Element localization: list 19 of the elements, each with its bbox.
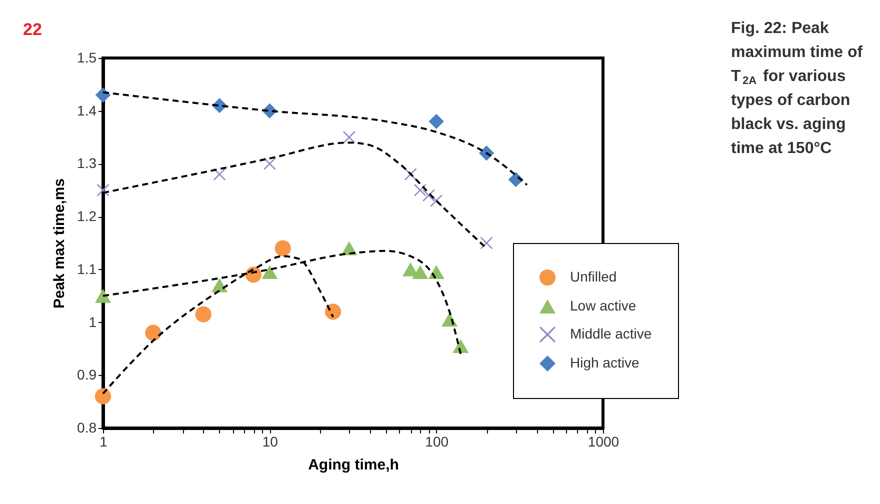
y-tick-label: 1 bbox=[88, 314, 97, 330]
text: 22 bbox=[23, 20, 42, 39]
x-tick-label: 1000 bbox=[588, 434, 620, 450]
legend-label: Middle active bbox=[570, 326, 652, 342]
legend-label: Low active bbox=[570, 298, 636, 314]
x-tick-label: 1 bbox=[100, 434, 108, 450]
x-tick-label: 10 bbox=[262, 434, 278, 450]
y-tick-label: 0.8 bbox=[77, 420, 97, 436]
x-axis-title: Aging time,h bbox=[308, 456, 399, 474]
y-tick-label: 1.5 bbox=[77, 50, 97, 66]
y-tick-label: 1.1 bbox=[77, 260, 97, 277]
y-tick-label: 1.2 bbox=[77, 208, 97, 224]
x-tick-label: 100 bbox=[425, 434, 449, 450]
y-tick-label: 0.9 bbox=[77, 366, 97, 383]
y-tick-label: 1.4 bbox=[77, 102, 97, 118]
legend-label: Unfilled bbox=[570, 268, 617, 284]
y-tick-label: 1.3 bbox=[77, 155, 97, 172]
y-axis-title: Peak max time,ms bbox=[51, 178, 68, 309]
legend-label: High active bbox=[570, 354, 640, 370]
